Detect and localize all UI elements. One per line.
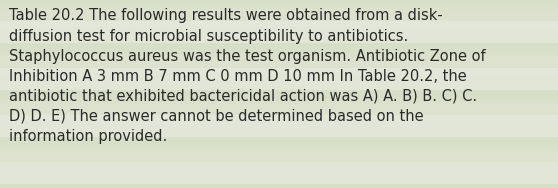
FancyBboxPatch shape bbox=[0, 21, 558, 43]
Text: Table 20.2 The following results were obtained from a disk-
diffusion test for m: Table 20.2 The following results were ob… bbox=[9, 8, 485, 144]
FancyBboxPatch shape bbox=[0, 162, 558, 184]
FancyBboxPatch shape bbox=[0, 115, 558, 137]
FancyBboxPatch shape bbox=[0, 68, 558, 90]
